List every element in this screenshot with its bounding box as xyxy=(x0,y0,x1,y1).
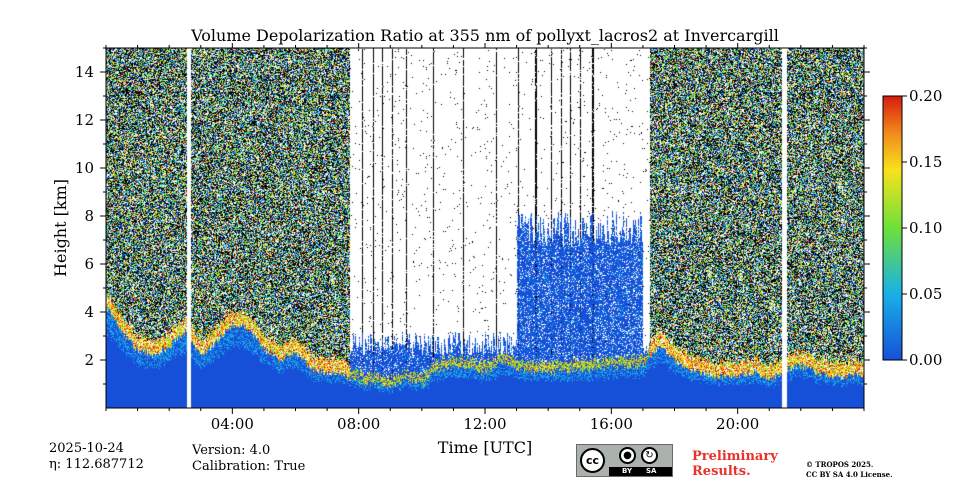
footer-calibration: Calibration: True xyxy=(192,459,306,474)
colorbar-ticks: 0.00 0.05 0.10 0.15 0.20 xyxy=(902,87,942,369)
cc-license-badge: cc ● ↻ BY SA xyxy=(576,444,673,477)
y-tick-label: 10 xyxy=(75,159,94,177)
footer-version: Version: 4.0 xyxy=(192,443,271,458)
footer-left: 2025-10-24 η: 112.687712 xyxy=(49,441,144,473)
sa-label: SA xyxy=(646,467,657,475)
colorbar: 0.00 0.05 0.10 0.15 0.20 xyxy=(882,87,942,369)
y-tick-label: 6 xyxy=(84,255,94,273)
person-icon: ● xyxy=(619,447,636,464)
x-tick-label: 12:00 xyxy=(463,415,506,433)
y-tick-label: 2 xyxy=(84,351,94,369)
footer-date: 2025-10-24 xyxy=(49,441,124,456)
x-axis-label: Time [UTC] xyxy=(438,438,532,457)
colorbar-gradient xyxy=(882,95,903,361)
x-tick-label: 04:00 xyxy=(211,415,254,433)
y-axis-label: Height [km] xyxy=(51,179,70,277)
cc-icon: cc xyxy=(580,448,605,473)
preliminary-line-1: Preliminary xyxy=(692,449,778,464)
plot-area xyxy=(105,47,865,409)
depolarization-heatmap xyxy=(106,48,864,408)
chart-title: Volume Depolarization Ratio at 355 nm of… xyxy=(190,26,779,45)
y-tick-label: 4 xyxy=(84,303,94,321)
x-axis: 04:00 08:00 12:00 16:00 20:00 xyxy=(105,43,865,433)
colorbar-tick-label: 0.15 xyxy=(909,153,942,171)
y-tick-label: 8 xyxy=(84,207,94,225)
footer-meta: Version: 4.0 Calibration: True xyxy=(192,443,305,475)
copyright-notice: © TROPOS 2025. CC BY SA 4.0 License. xyxy=(806,460,893,480)
footer-eta: η: 112.687712 xyxy=(49,457,144,472)
colorbar-tick-label: 0.10 xyxy=(909,219,942,237)
license-strip: BY SA xyxy=(609,467,672,476)
x-tick-label: 20:00 xyxy=(716,415,759,433)
colorbar-tick-label: 0.00 xyxy=(909,351,942,369)
y-axis: 2 4 6 8 10 12 14 xyxy=(75,47,870,385)
colorbar-tick-label: 0.20 xyxy=(909,87,942,105)
preliminary-line-2: Results. xyxy=(692,464,751,479)
copyright-line-2: CC BY SA 4.0 License. xyxy=(806,470,893,479)
y-tick-label: 12 xyxy=(75,111,94,129)
colorbar-tick-label: 0.05 xyxy=(909,285,942,303)
copyright-line-1: © TROPOS 2025. xyxy=(806,460,874,469)
preliminary-notice: Preliminary Results. xyxy=(692,449,778,479)
x-tick-label: 08:00 xyxy=(337,415,380,433)
x-tick-label: 16:00 xyxy=(590,415,633,433)
y-tick-label: 14 xyxy=(75,63,94,81)
by-label: BY xyxy=(622,467,633,475)
share-alike-icon: ↻ xyxy=(641,447,658,464)
